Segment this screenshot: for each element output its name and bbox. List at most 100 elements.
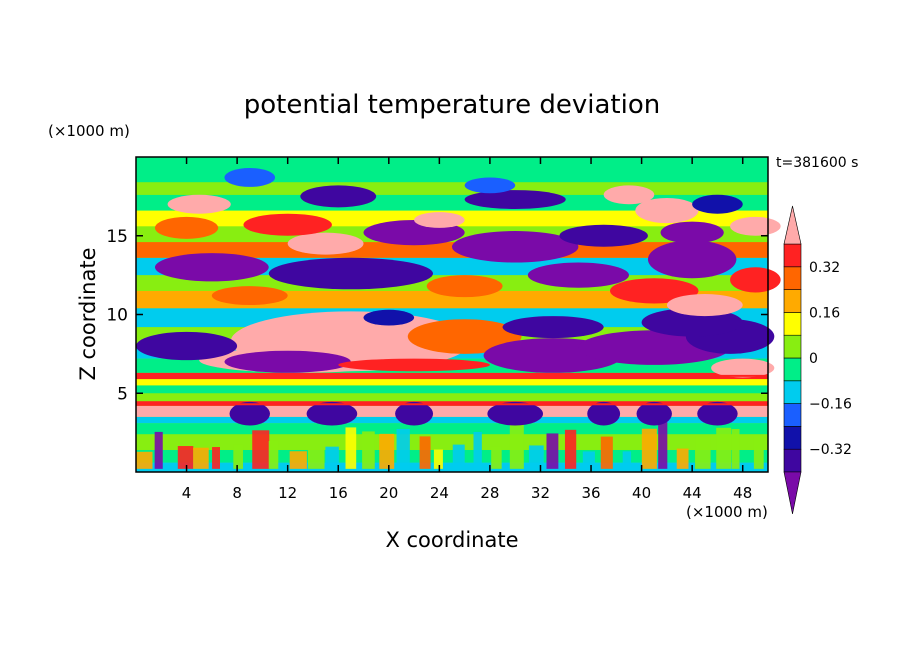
field-blob <box>647 240 737 279</box>
field-cell <box>641 428 657 469</box>
field-blob <box>730 216 781 236</box>
field-cell <box>268 440 279 469</box>
colorbar-box <box>783 448 802 473</box>
field-cell <box>154 431 163 469</box>
x-tick-label: 36 <box>581 484 600 502</box>
colorbar-box <box>783 403 802 427</box>
field-cell <box>600 436 613 469</box>
field-cell <box>509 417 524 469</box>
field-cell <box>564 429 577 469</box>
field-cell <box>582 451 595 469</box>
field-blob <box>730 267 781 293</box>
field-blob <box>154 253 269 282</box>
field-cell <box>473 431 482 469</box>
field-blob <box>224 168 276 187</box>
field-cell <box>716 427 732 469</box>
colorbar-tick-label: 0.32 <box>809 260 840 276</box>
field-cell <box>307 449 325 469</box>
y-tick-label: 5 <box>117 384 128 404</box>
x-tick-label: 4 <box>182 484 192 502</box>
field-cell <box>177 446 194 469</box>
field-band <box>136 462 768 472</box>
field-cell <box>491 446 502 469</box>
y-axis: 5 10 15 <box>106 227 768 404</box>
field-cell <box>136 451 153 469</box>
colorbar-box <box>783 426 802 450</box>
field-blob <box>635 197 699 224</box>
y-tick-label: 10 <box>106 306 128 326</box>
y-tick-label: 15 <box>106 227 128 247</box>
colorbar-box <box>783 312 802 336</box>
field-cell <box>546 433 559 469</box>
field-blob <box>426 275 503 298</box>
colorbar-box <box>783 380 802 404</box>
colorbar-tick-label: 0 <box>809 351 818 367</box>
field-cell <box>289 451 307 469</box>
field-blob <box>697 401 738 426</box>
x-unit-label: (×1000 m) <box>686 503 768 521</box>
field-band <box>136 405 768 417</box>
x-axis: 4 8 12 16 20 24 28 32 36 40 44 48 <box>182 157 752 502</box>
field-cell <box>695 436 711 469</box>
field-blob <box>300 185 377 208</box>
x-tick-label: 28 <box>480 484 499 502</box>
field-cell <box>212 447 220 469</box>
field-blob <box>487 401 544 426</box>
field-cell <box>676 448 689 469</box>
field-blob <box>587 401 621 426</box>
colorbar-box <box>783 243 802 268</box>
field-cell <box>753 436 764 469</box>
field-cell <box>379 433 395 469</box>
x-tick-label: 20 <box>379 484 398 502</box>
x-tick-label: 16 <box>329 484 348 502</box>
field-blob <box>610 278 699 304</box>
y-axis-label: Z coordinate <box>76 247 100 380</box>
field-blob <box>452 231 579 263</box>
field-blob <box>660 221 724 244</box>
x-tick-label: 40 <box>632 484 651 502</box>
y-unit-label: (×1000 m) <box>48 122 130 140</box>
field-cell <box>233 444 244 469</box>
field-cell <box>452 444 465 469</box>
colorbar-box <box>783 334 802 359</box>
colorbar-box <box>783 357 802 382</box>
x-tick-label: 8 <box>232 484 242 502</box>
field-blob <box>211 286 288 306</box>
field-blob <box>603 185 655 205</box>
field-blob <box>287 232 364 255</box>
field-band <box>136 449 768 463</box>
field-cell <box>362 431 375 469</box>
field-blob <box>363 309 415 326</box>
field-band <box>136 182 768 195</box>
field-blob <box>407 319 522 354</box>
field-blob <box>692 194 743 214</box>
field-blob <box>154 216 219 239</box>
field-blob <box>414 212 465 228</box>
field-blob <box>136 331 238 361</box>
field-region <box>136 157 781 472</box>
colorbar: 0.32 0.16 0 −0.16 −0.32 <box>783 205 852 515</box>
colorbar-tick-label: 0.16 <box>809 305 840 321</box>
field-blob <box>229 401 270 426</box>
field-cell <box>658 417 668 469</box>
field-blob <box>306 401 358 426</box>
field-cell <box>622 451 632 469</box>
field-cell <box>252 430 270 469</box>
field-cell <box>528 445 544 469</box>
x-axis-label: X coordinate <box>385 528 518 552</box>
field-blob <box>666 294 743 317</box>
field-cell <box>396 428 410 469</box>
field-blob <box>224 350 351 373</box>
colorbar-box <box>783 266 802 290</box>
field-band <box>136 416 768 424</box>
field-cell <box>731 429 740 469</box>
field-blob <box>464 190 566 209</box>
field-band <box>136 379 768 386</box>
field-blob <box>559 224 648 247</box>
x-tick-label: 48 <box>733 484 752 502</box>
colorbar-tick-label: −0.32 <box>809 442 852 458</box>
field-cell <box>419 436 431 469</box>
field-cell <box>325 446 339 469</box>
field-cell <box>345 427 357 469</box>
